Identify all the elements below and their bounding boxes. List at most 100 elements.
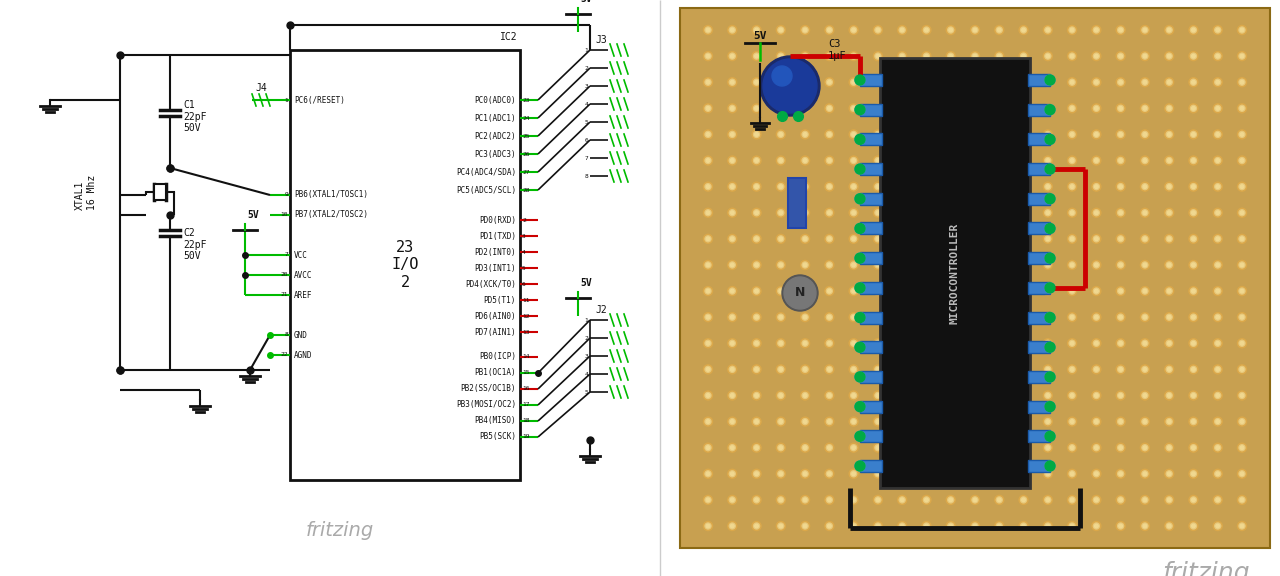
Circle shape — [728, 104, 737, 113]
Circle shape — [1192, 498, 1196, 502]
Circle shape — [753, 417, 762, 426]
Circle shape — [1068, 260, 1076, 270]
Circle shape — [851, 27, 856, 33]
Circle shape — [897, 156, 906, 165]
Circle shape — [1238, 313, 1247, 321]
Circle shape — [1044, 445, 1051, 450]
Circle shape — [922, 130, 931, 139]
Circle shape — [755, 393, 758, 397]
Circle shape — [1239, 53, 1245, 59]
Circle shape — [780, 367, 782, 371]
Circle shape — [1116, 495, 1125, 505]
Circle shape — [924, 107, 928, 110]
Text: GND: GND — [294, 331, 308, 339]
Circle shape — [1190, 445, 1197, 450]
Circle shape — [1019, 469, 1028, 478]
Circle shape — [873, 339, 882, 348]
Circle shape — [753, 391, 762, 400]
Circle shape — [873, 130, 882, 139]
Circle shape — [728, 391, 737, 400]
Circle shape — [1119, 81, 1123, 84]
Circle shape — [1240, 237, 1244, 241]
Circle shape — [707, 367, 710, 371]
Circle shape — [900, 54, 904, 58]
Circle shape — [899, 366, 905, 372]
Circle shape — [778, 523, 783, 529]
Circle shape — [707, 263, 710, 267]
Circle shape — [1167, 185, 1171, 188]
Circle shape — [1093, 105, 1100, 111]
Circle shape — [1143, 237, 1147, 241]
Circle shape — [1116, 443, 1125, 452]
Circle shape — [1116, 156, 1125, 165]
Circle shape — [873, 469, 882, 478]
Circle shape — [1216, 472, 1220, 476]
Circle shape — [1044, 236, 1051, 242]
Circle shape — [923, 184, 929, 190]
Circle shape — [899, 392, 905, 399]
Circle shape — [972, 105, 978, 111]
Circle shape — [1021, 185, 1025, 188]
Circle shape — [776, 25, 786, 35]
Circle shape — [924, 132, 928, 136]
Circle shape — [1044, 131, 1051, 138]
Circle shape — [803, 157, 808, 164]
Circle shape — [755, 367, 758, 371]
Text: fritzing: fritzing — [306, 521, 374, 540]
Circle shape — [970, 469, 979, 478]
Circle shape — [1189, 260, 1198, 270]
Circle shape — [855, 134, 865, 145]
Text: 2: 2 — [584, 66, 588, 70]
Circle shape — [730, 262, 735, 268]
Text: PC2(ADC2): PC2(ADC2) — [475, 131, 516, 141]
Text: 1: 1 — [584, 47, 588, 52]
Circle shape — [996, 210, 1002, 216]
Circle shape — [1143, 159, 1147, 162]
Text: C1
22pF
50V: C1 22pF 50V — [183, 100, 206, 133]
Circle shape — [728, 313, 737, 321]
Circle shape — [1093, 27, 1100, 33]
Circle shape — [1166, 27, 1172, 33]
Circle shape — [1213, 130, 1222, 139]
Circle shape — [1165, 417, 1174, 426]
Circle shape — [851, 184, 856, 190]
Circle shape — [824, 234, 833, 243]
Circle shape — [973, 446, 977, 449]
Circle shape — [1092, 260, 1101, 270]
Circle shape — [1190, 340, 1197, 346]
Circle shape — [824, 260, 833, 270]
Circle shape — [803, 27, 808, 33]
Circle shape — [922, 339, 931, 348]
Circle shape — [1044, 262, 1051, 268]
Bar — [860, 430, 882, 442]
Circle shape — [780, 28, 782, 32]
Text: 4: 4 — [522, 249, 526, 255]
Circle shape — [803, 523, 808, 529]
Text: 9: 9 — [284, 192, 288, 198]
Circle shape — [780, 159, 782, 162]
Circle shape — [1117, 419, 1124, 425]
Circle shape — [1140, 156, 1149, 165]
Circle shape — [1189, 209, 1198, 217]
Circle shape — [1069, 236, 1075, 242]
Circle shape — [1215, 157, 1221, 164]
Circle shape — [778, 419, 783, 425]
Text: PC4(ADC4/SDA): PC4(ADC4/SDA) — [456, 168, 516, 176]
Circle shape — [876, 498, 879, 502]
Circle shape — [1116, 25, 1125, 35]
Circle shape — [707, 237, 710, 241]
Circle shape — [778, 445, 783, 450]
Circle shape — [1215, 262, 1221, 268]
Circle shape — [1093, 419, 1100, 425]
Circle shape — [754, 523, 759, 529]
Circle shape — [1020, 523, 1027, 529]
Circle shape — [705, 131, 710, 138]
Circle shape — [728, 469, 737, 478]
Circle shape — [851, 53, 856, 59]
Circle shape — [1044, 431, 1055, 441]
Circle shape — [778, 236, 783, 242]
Circle shape — [946, 521, 955, 530]
Circle shape — [1094, 367, 1098, 371]
Bar — [1028, 252, 1050, 264]
Circle shape — [828, 367, 831, 371]
